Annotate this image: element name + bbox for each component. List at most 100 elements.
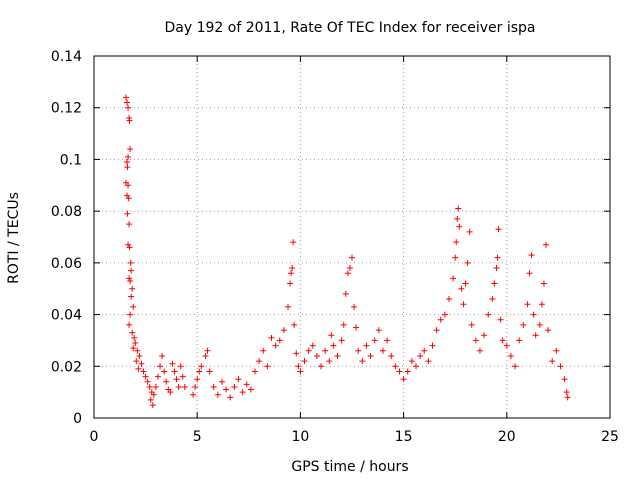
data-point bbox=[481, 332, 488, 339]
data-point bbox=[524, 301, 531, 308]
data-point bbox=[280, 327, 287, 334]
data-point bbox=[146, 383, 153, 390]
data-point bbox=[268, 334, 275, 341]
data-point bbox=[456, 223, 463, 230]
data-point bbox=[553, 347, 560, 354]
data-point bbox=[285, 303, 292, 310]
data-point bbox=[127, 146, 134, 153]
data-point bbox=[134, 347, 141, 354]
data-point bbox=[131, 334, 138, 341]
data-point bbox=[264, 363, 271, 370]
data-point bbox=[450, 275, 457, 282]
data-point bbox=[379, 347, 386, 354]
data-point bbox=[330, 342, 337, 349]
data-point bbox=[328, 332, 335, 339]
data-point bbox=[346, 265, 353, 272]
data-point bbox=[125, 195, 132, 202]
data-point bbox=[272, 342, 279, 349]
data-point bbox=[127, 259, 134, 266]
data-point bbox=[446, 296, 453, 303]
data-point bbox=[133, 358, 140, 365]
data-point bbox=[243, 381, 250, 388]
data-point bbox=[276, 337, 283, 344]
data-point bbox=[227, 394, 234, 401]
data-point bbox=[291, 321, 298, 328]
data-point bbox=[392, 363, 399, 370]
data-point bbox=[462, 280, 469, 287]
data-point bbox=[190, 391, 197, 398]
data-point bbox=[375, 327, 382, 334]
data-point bbox=[194, 376, 201, 383]
data-point bbox=[396, 368, 403, 375]
data-point bbox=[159, 352, 166, 359]
data-point bbox=[489, 296, 496, 303]
data-point bbox=[260, 347, 267, 354]
data-point bbox=[126, 275, 133, 282]
data-point bbox=[367, 352, 374, 359]
data-point bbox=[417, 352, 424, 359]
data-point bbox=[545, 327, 552, 334]
data-point bbox=[124, 164, 131, 171]
x-tick-label: 0 bbox=[90, 429, 99, 445]
data-point bbox=[526, 270, 533, 277]
data-point bbox=[516, 337, 523, 344]
data-point bbox=[126, 244, 133, 251]
data-point bbox=[192, 383, 199, 390]
data-point bbox=[349, 254, 355, 261]
data-point bbox=[334, 352, 341, 359]
x-tick-label: 25 bbox=[601, 429, 619, 445]
data-point bbox=[460, 301, 467, 308]
data-point bbox=[301, 358, 308, 365]
data-point bbox=[433, 327, 440, 334]
data-point bbox=[400, 376, 407, 383]
x-tick-label: 15 bbox=[395, 429, 413, 445]
data-point bbox=[425, 358, 432, 365]
data-point bbox=[353, 324, 360, 331]
data-point bbox=[142, 373, 149, 380]
data-point bbox=[437, 316, 444, 323]
data-point bbox=[130, 345, 137, 352]
data-point bbox=[125, 104, 132, 111]
data-point bbox=[167, 389, 174, 396]
data-point bbox=[499, 337, 506, 344]
data-point bbox=[476, 347, 483, 354]
data-point bbox=[468, 321, 475, 328]
data-point bbox=[371, 337, 378, 344]
data-point bbox=[453, 239, 460, 246]
data-point bbox=[388, 352, 395, 359]
data-point bbox=[218, 378, 225, 385]
y-tick-label: 0.04 bbox=[51, 308, 82, 324]
data-point bbox=[214, 391, 221, 398]
data-point bbox=[124, 210, 131, 217]
data-points bbox=[122, 94, 571, 409]
data-point bbox=[494, 254, 501, 261]
data-point bbox=[520, 321, 527, 328]
data-point bbox=[202, 352, 209, 359]
data-point bbox=[532, 332, 539, 339]
data-point bbox=[256, 358, 263, 365]
data-point bbox=[293, 350, 300, 357]
data-point bbox=[455, 205, 462, 212]
data-point bbox=[124, 99, 131, 106]
data-point bbox=[452, 254, 459, 261]
data-point bbox=[154, 373, 161, 380]
data-point bbox=[290, 239, 297, 246]
data-point bbox=[549, 358, 556, 365]
data-point bbox=[223, 386, 230, 393]
data-point bbox=[132, 340, 139, 347]
data-point bbox=[136, 352, 143, 359]
data-point bbox=[125, 182, 132, 189]
data-point bbox=[491, 280, 498, 287]
data-point bbox=[128, 267, 135, 274]
data-point bbox=[326, 358, 333, 365]
y-tick-label: 0.12 bbox=[51, 101, 82, 117]
data-point bbox=[342, 290, 349, 297]
data-point bbox=[297, 368, 304, 375]
data-point bbox=[322, 347, 329, 354]
data-point bbox=[408, 358, 415, 365]
data-point bbox=[126, 321, 133, 328]
data-point bbox=[485, 311, 492, 318]
data-point bbox=[247, 386, 254, 393]
data-point bbox=[251, 368, 258, 375]
data-point bbox=[305, 347, 312, 354]
